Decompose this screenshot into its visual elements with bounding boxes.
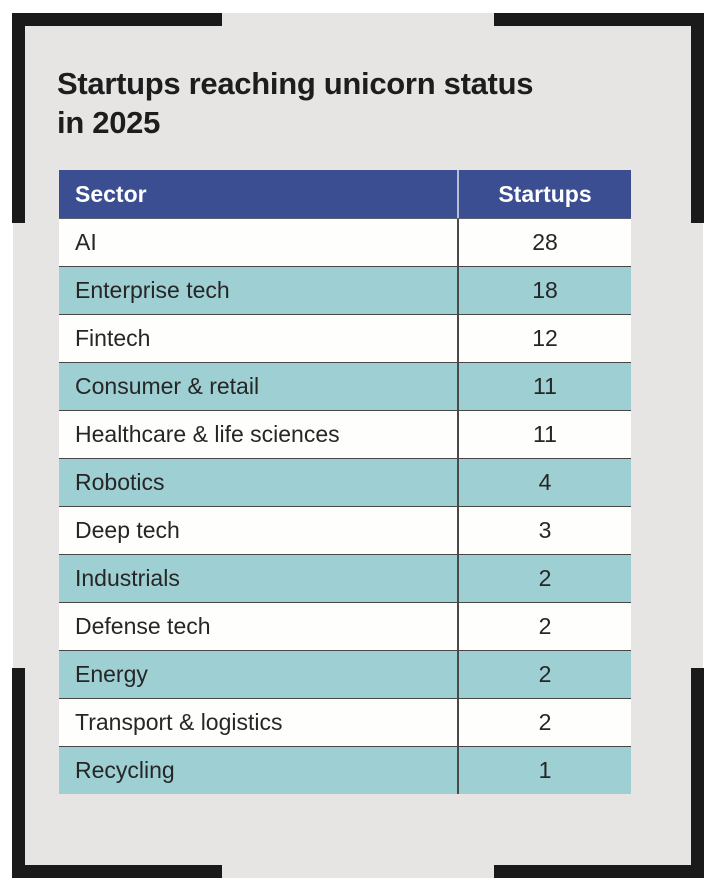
table-row: Fintech 12 [59,314,631,362]
table-row: Healthcare & life sciences 11 [59,410,631,458]
sector-cell: AI [75,229,97,255]
startups-cell: 11 [457,411,631,458]
sector-cell: Industrials [75,565,180,591]
sector-cell: Robotics [75,469,165,495]
unicorn-startups-table: Sector Startups AI 28 Enterprise tech 18… [59,170,631,794]
startups-cell: 1 [457,747,631,794]
page-title: Startups reaching unicorn status in 2025 [57,64,647,142]
startups-cell: 4 [457,459,631,506]
startups-cell: 12 [457,315,631,362]
startups-cell: 2 [457,651,631,698]
page-title-line-1: Startups reaching unicorn status [57,66,534,101]
sector-cell: Enterprise tech [75,277,230,303]
table-row: Defense tech 2 [59,602,631,650]
sector-cell: Recycling [75,757,175,783]
table-row: Enterprise tech 18 [59,266,631,314]
table-row: Consumer & retail 11 [59,362,631,410]
table-row: Transport & logistics 2 [59,698,631,746]
sector-cell: Deep tech [75,517,180,543]
column-header-startups: Startups [457,170,631,218]
page-title-line-2: in 2025 [57,105,161,140]
table-row: Industrials 2 [59,554,631,602]
table-header-row: Sector Startups [59,170,631,218]
table-row: Recycling 1 [59,746,631,794]
sector-cell: Transport & logistics [75,709,283,735]
startups-cell: 2 [457,603,631,650]
table-row: AI 28 [59,218,631,266]
startups-cell: 28 [457,219,631,266]
startups-cell: 2 [457,555,631,602]
table-row: Robotics 4 [59,458,631,506]
sector-cell: Healthcare & life sciences [75,421,340,447]
startups-cell: 3 [457,507,631,554]
startups-cell: 18 [457,267,631,314]
sector-cell: Defense tech [75,613,211,639]
sector-cell: Energy [75,661,148,687]
table-body: AI 28 Enterprise tech 18 Fintech 12 Cons… [59,218,631,794]
startups-cell: 2 [457,699,631,746]
sector-cell: Fintech [75,325,151,351]
column-header-sector: Sector [75,180,147,207]
table-row: Deep tech 3 [59,506,631,554]
table-row: Energy 2 [59,650,631,698]
sector-cell: Consumer & retail [75,373,260,399]
startups-cell: 11 [457,363,631,410]
